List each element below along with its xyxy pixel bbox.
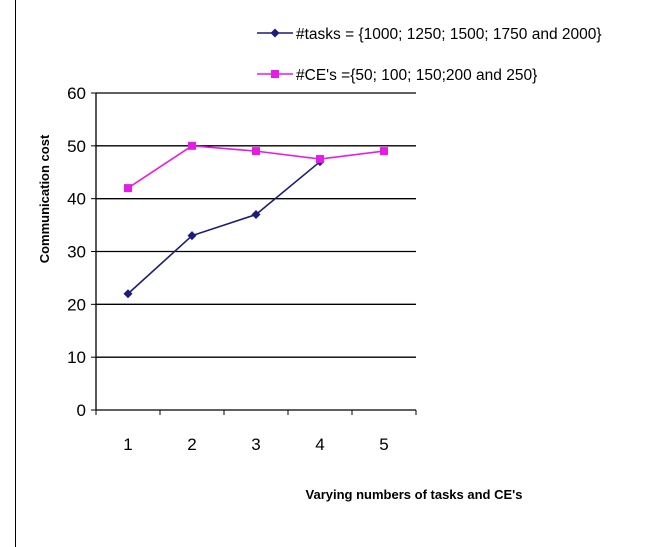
legend-label: #tasks = {1000; 1250; 1500; 1750 and 200… — [296, 26, 602, 43]
left-border-line — [15, 0, 16, 547]
y-tick-label: 20 — [67, 295, 86, 314]
legend: #tasks = {1000; 1250; 1500; 1750 and 200… — [257, 26, 602, 84]
series-1-point — [187, 231, 197, 241]
y-axis-title: Communication cost — [37, 134, 52, 263]
y-tick-label: 50 — [67, 137, 86, 156]
gridlines — [96, 92, 416, 358]
series-2-point — [380, 147, 388, 156]
x-tick-label: 1 — [123, 435, 132, 454]
series-1 — [123, 157, 325, 299]
series-1-point — [123, 289, 133, 299]
y-tick-label: 0 — [77, 401, 86, 420]
legend-label: #CE's ={50; 100; 150;200 and 250} — [296, 67, 537, 84]
series-2-point — [124, 184, 132, 193]
data-series — [123, 141, 388, 299]
axes — [91, 92, 417, 415]
y-tick-label: 40 — [67, 190, 86, 209]
series-2 — [124, 141, 388, 193]
legend-entry-2: #CE's ={50; 100; 150;200 and 250} — [257, 67, 537, 84]
series-2-point — [316, 155, 324, 164]
x-tick-label: 3 — [251, 435, 260, 454]
y-tick-labels: 0 10 20 30 40 50 60 — [67, 84, 86, 420]
series-2-point — [188, 141, 196, 150]
series-1-point — [251, 210, 261, 220]
legend-entry-1: #tasks = {1000; 1250; 1500; 1750 and 200… — [257, 26, 602, 43]
y-tick-label: 30 — [67, 243, 86, 262]
x-tick-label: 4 — [315, 435, 324, 454]
x-tick-labels: 1 2 3 4 5 — [123, 435, 388, 454]
y-tick-label: 60 — [67, 84, 86, 103]
x-tick-label: 5 — [379, 435, 388, 454]
y-tick-label: 10 — [67, 348, 86, 367]
series-1-line — [127, 161, 321, 295]
legend-marker — [271, 70, 279, 78]
legend-marker — [270, 28, 280, 38]
x-axis-title: Varying numbers of tasks and CE's — [306, 487, 523, 502]
series-2-point — [252, 147, 260, 156]
x-tick-label: 2 — [187, 435, 196, 454]
